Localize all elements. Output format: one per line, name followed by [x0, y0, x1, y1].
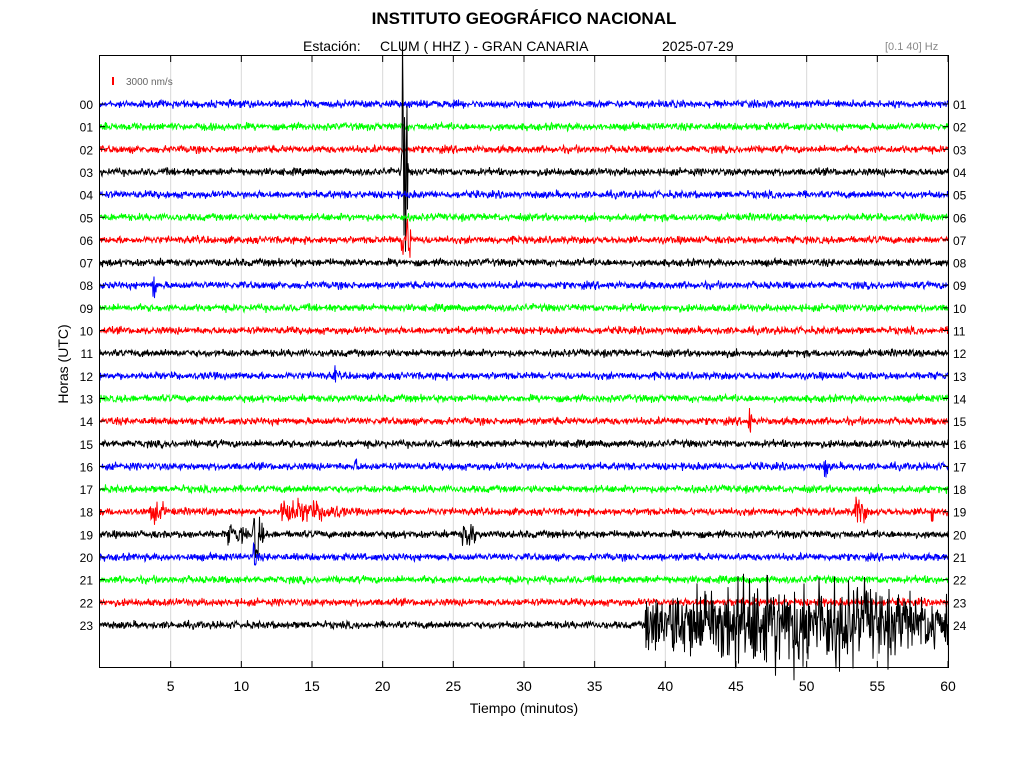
hour-label-left: 03 — [80, 166, 94, 180]
trace-hour-05 — [99, 211, 949, 223]
hour-label-right: 24 — [953, 619, 967, 633]
hour-label-left: 21 — [80, 574, 94, 588]
scale-bar-mark — [112, 77, 114, 85]
x-tick-label: 30 — [516, 678, 532, 694]
x-tick-label: 45 — [728, 678, 744, 694]
hour-label-right: 05 — [953, 189, 967, 203]
trace-hour-14 — [99, 407, 949, 433]
trace-hour-12 — [99, 365, 949, 383]
traces — [99, 41, 949, 681]
trace-hour-07 — [99, 256, 949, 269]
hour-label-left: 23 — [80, 619, 94, 633]
trace-hour-02 — [99, 143, 949, 155]
hour-label-left: 05 — [80, 211, 94, 225]
trace-hour-03 — [99, 41, 949, 252]
trace-hour-10 — [100, 324, 949, 336]
hour-label-left: 19 — [80, 528, 94, 542]
hour-label-right: 03 — [953, 143, 967, 157]
hour-label-left: 17 — [80, 483, 94, 497]
x-tick-label: 60 — [940, 678, 956, 694]
trace-hour-01 — [99, 120, 949, 133]
hour-label-right: 14 — [953, 392, 967, 406]
hour-label-left: 12 — [80, 370, 94, 384]
hour-label-right: 20 — [953, 528, 967, 542]
labels: 5 10 15 20 25 30 35 40 45 50 55 60 00 01 01 02 02 03 03 04 0… — [80, 98, 967, 694]
hour-label-right: 18 — [953, 483, 967, 497]
x-axis-label: Tiempo (minutos) — [469, 700, 579, 716]
x-tick-label: 25 — [446, 678, 462, 694]
trace-hour-22 — [99, 596, 949, 608]
hour-label-right: 07 — [953, 234, 967, 248]
x-tick-label: 10 — [234, 678, 250, 694]
hour-label-left: 18 — [80, 506, 94, 520]
hour-label-left: 04 — [80, 189, 94, 203]
trace-hour-20 — [99, 541, 949, 566]
trace-hour-23 — [99, 573, 949, 681]
x-tick-label: 50 — [799, 678, 815, 694]
x-tick-label: 55 — [870, 678, 886, 694]
hour-label-right: 02 — [953, 121, 967, 135]
hour-label-left: 14 — [80, 415, 94, 429]
hour-label-right: 09 — [953, 279, 967, 293]
x-tick-label: 35 — [587, 678, 603, 694]
hour-label-right: 21 — [953, 551, 967, 565]
trace-hour-16 — [99, 458, 949, 478]
plot-frame — [99, 55, 949, 668]
trace-hour-04 — [99, 188, 949, 201]
hour-label-left: 10 — [80, 325, 94, 339]
filter-band: [0.1 40] Hz — [885, 41, 939, 53]
x-tick-label: 15 — [304, 678, 320, 694]
hour-label-left: 02 — [80, 143, 94, 157]
trace-hour-06 — [99, 218, 949, 258]
ticks — [100, 56, 949, 667]
trace-hour-09 — [99, 302, 949, 314]
hour-label-right: 12 — [953, 347, 967, 361]
hour-label-right: 11 — [953, 325, 966, 339]
trace-hour-17 — [99, 483, 949, 495]
hour-label-left: 00 — [80, 98, 94, 112]
hour-label-right: 16 — [953, 438, 967, 452]
hour-label-left: 16 — [80, 460, 94, 474]
hour-label-left: 11 — [81, 347, 94, 361]
chart-title: INSTITUTO GEOGRÁFICO NACIONAL — [371, 9, 677, 28]
hour-label-left: 08 — [80, 279, 94, 293]
hour-label-left: 20 — [80, 551, 94, 565]
hour-label-right: 04 — [953, 166, 967, 180]
grid — [170, 56, 949, 667]
station-label: Estación: — [303, 38, 361, 54]
trace-hour-18 — [99, 496, 949, 525]
scale-bar: 3000 nm/s — [112, 77, 173, 88]
trace-hour-15 — [99, 438, 949, 450]
hour-label-right: 23 — [953, 596, 967, 610]
trace-hour-13 — [99, 392, 949, 405]
hour-label-right: 13 — [953, 370, 967, 384]
hour-label-right: 08 — [953, 257, 967, 271]
hour-label-left: 15 — [80, 438, 94, 452]
hour-label-right: 10 — [953, 302, 967, 316]
hour-label-left: 06 — [80, 234, 94, 248]
hour-label-right: 17 — [953, 460, 967, 474]
station-name: CLUM ( HHZ ) - GRAN CANARIA — [380, 38, 589, 54]
hour-label-left: 01 — [80, 121, 94, 135]
hour-label-left: 09 — [80, 302, 94, 316]
trace-hour-00 — [99, 98, 949, 110]
hour-label-left: 07 — [80, 257, 94, 271]
hour-label-right: 19 — [953, 506, 967, 520]
hour-label-left: 13 — [80, 392, 94, 406]
trace-hour-21 — [99, 574, 949, 586]
hour-label-left: 22 — [80, 596, 94, 610]
x-tick-label: 20 — [375, 678, 391, 694]
trace-hour-11 — [99, 347, 949, 359]
hour-label-right: 22 — [953, 574, 967, 588]
hour-label-right: 15 — [953, 415, 967, 429]
hour-label-right: 01 — [953, 98, 967, 112]
x-tick-label: 5 — [167, 678, 175, 694]
trace-hour-19 — [99, 516, 949, 560]
hour-label-right: 06 — [953, 211, 967, 225]
trace-hour-08 — [99, 276, 948, 299]
scale-bar-label: 3000 nm/s — [126, 77, 173, 88]
x-tick-label: 40 — [658, 678, 674, 694]
chart-date: 2025-07-29 — [662, 38, 734, 54]
